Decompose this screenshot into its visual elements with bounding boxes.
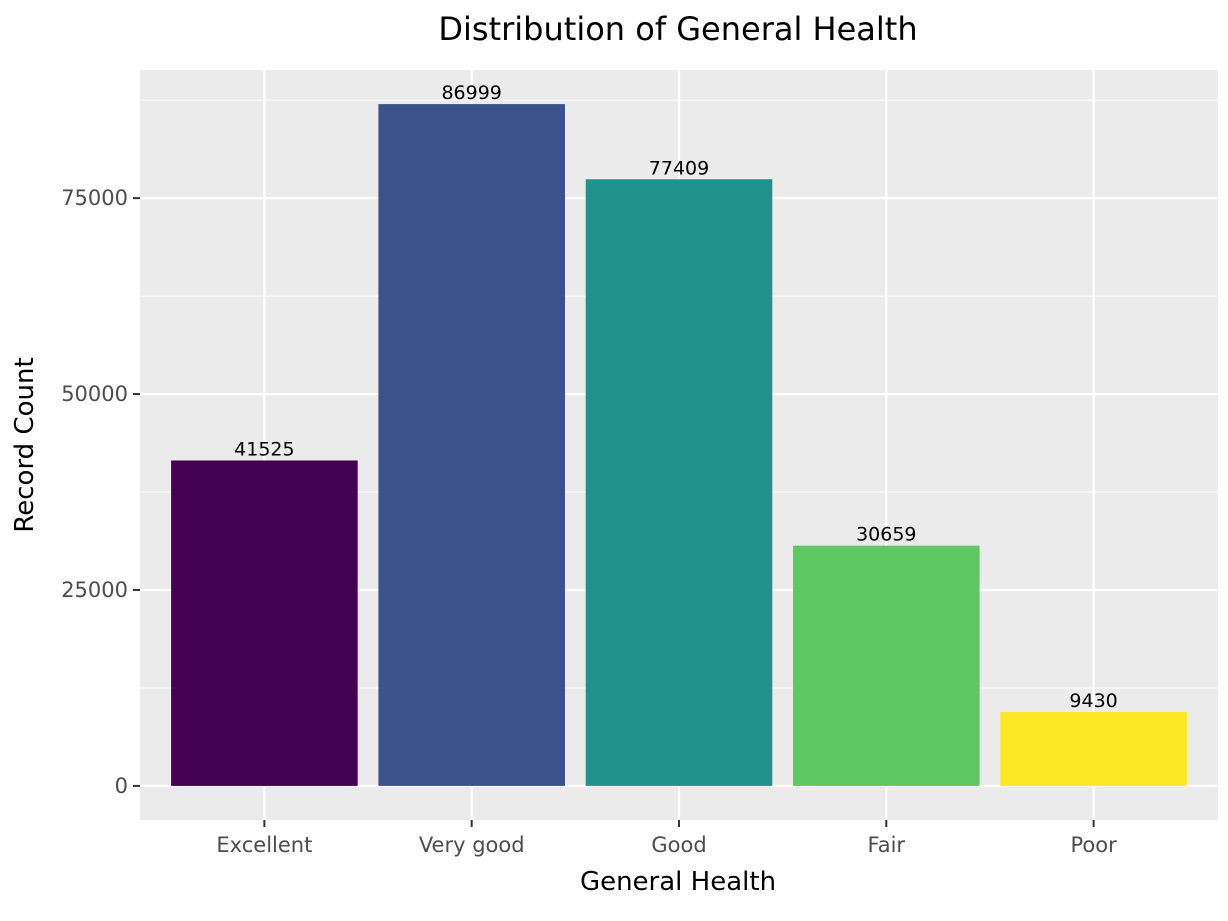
chart-title: Distribution of General Health	[438, 10, 917, 48]
x-axis: Excellent Very good Good Fair Poor	[216, 820, 1117, 857]
x-tick-label: Excellent	[216, 833, 312, 857]
data-labels: 41525 86999 77409 30659 9430	[234, 82, 1118, 712]
bar	[1000, 712, 1187, 786]
x-tick-label: Poor	[1070, 833, 1117, 857]
bar-value-label: 41525	[234, 438, 294, 460]
x-tick-label: Very good	[419, 833, 525, 857]
y-tick-label: 75000	[61, 186, 128, 210]
y-axis-title: Record Count	[10, 357, 40, 532]
bar	[585, 179, 773, 786]
bar	[171, 460, 358, 786]
y-tick-label: 0	[115, 774, 128, 798]
bar	[793, 545, 980, 786]
bar-value-label: 30659	[856, 524, 916, 546]
y-axis: 0 25000 50000 75000	[61, 186, 140, 798]
bar	[378, 104, 565, 786]
bar-value-label: 86999	[441, 82, 501, 104]
bar-value-label: 77409	[649, 157, 709, 179]
y-tick-label: 25000	[61, 578, 128, 602]
bars	[171, 104, 1187, 786]
bar-value-label: 9430	[1069, 690, 1117, 712]
x-tick-label: Good	[651, 833, 706, 857]
x-tick-label: Fair	[868, 833, 906, 857]
x-axis-title: General Health	[580, 867, 776, 897]
y-tick-label: 50000	[61, 382, 128, 406]
